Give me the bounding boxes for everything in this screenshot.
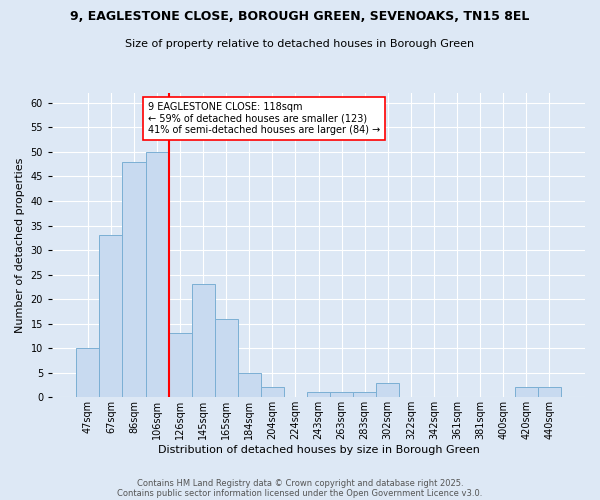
Text: Contains public sector information licensed under the Open Government Licence v3: Contains public sector information licen… — [118, 488, 482, 498]
Bar — [191, 284, 215, 398]
Bar — [353, 392, 376, 398]
Bar — [238, 373, 261, 398]
Bar — [538, 388, 561, 398]
Bar — [261, 388, 284, 398]
Bar — [146, 152, 169, 398]
X-axis label: Distribution of detached houses by size in Borough Green: Distribution of detached houses by size … — [158, 445, 479, 455]
Text: 9, EAGLESTONE CLOSE, BOROUGH GREEN, SEVENOAKS, TN15 8EL: 9, EAGLESTONE CLOSE, BOROUGH GREEN, SEVE… — [70, 10, 530, 23]
Text: 9 EAGLESTONE CLOSE: 118sqm
← 59% of detached houses are smaller (123)
41% of sem: 9 EAGLESTONE CLOSE: 118sqm ← 59% of deta… — [148, 102, 380, 136]
Bar — [307, 392, 330, 398]
Bar — [376, 382, 399, 398]
Text: Contains HM Land Registry data © Crown copyright and database right 2025.: Contains HM Land Registry data © Crown c… — [137, 478, 463, 488]
Y-axis label: Number of detached properties: Number of detached properties — [15, 158, 25, 333]
Bar — [515, 388, 538, 398]
Bar — [122, 162, 146, 398]
Bar — [169, 334, 191, 398]
Bar — [100, 236, 122, 398]
Text: Size of property relative to detached houses in Borough Green: Size of property relative to detached ho… — [125, 39, 475, 49]
Bar — [330, 392, 353, 398]
Bar — [215, 319, 238, 398]
Bar — [76, 348, 100, 398]
